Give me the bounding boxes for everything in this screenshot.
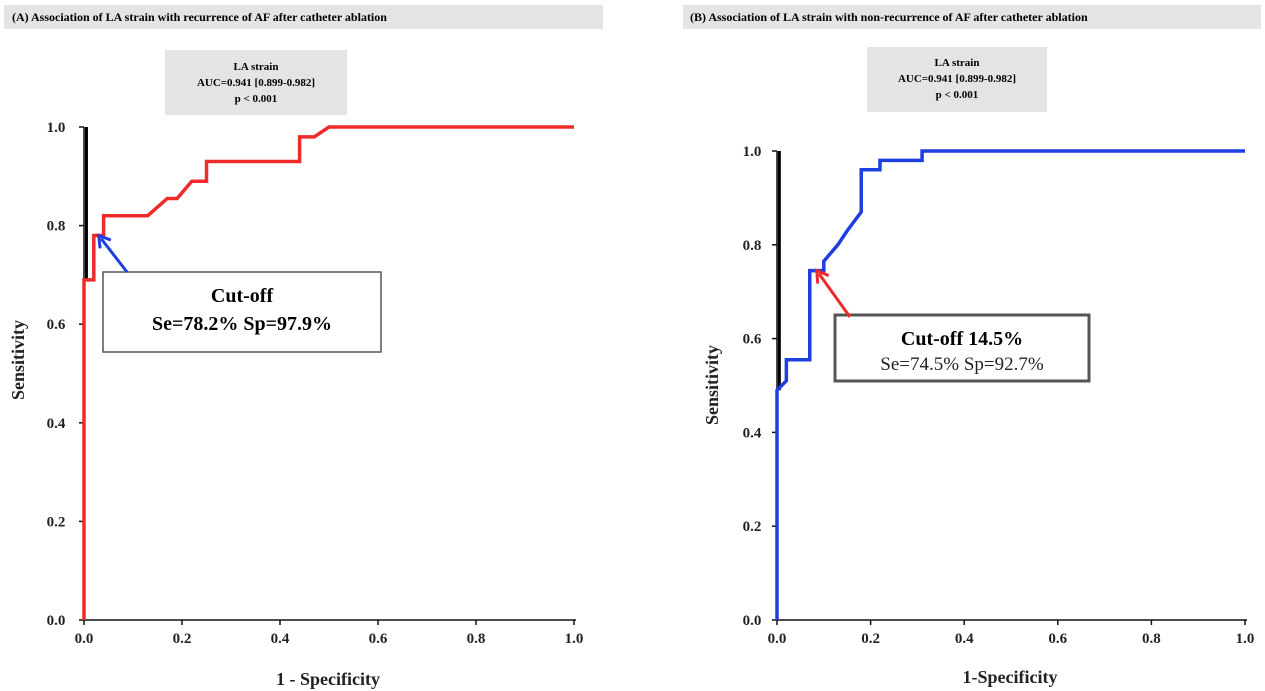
panel-a-arrow-shaft <box>99 237 129 273</box>
panel-b-y-tick-label: 0.4 <box>743 425 762 441</box>
panel-a-y-tick-label: 0.0 <box>47 613 66 629</box>
panel-b-y-tick-label: 0.6 <box>743 332 762 348</box>
panel-a-x-tick-label: 0.8 <box>467 631 486 647</box>
panel-a-y-tick-label: 0.8 <box>47 219 66 235</box>
panel-a-stat-auc: AUC=0.941 [0.899-0.982] <box>197 77 315 89</box>
panel-a-stat-p: p < 0.001 <box>235 93 278 105</box>
panel-a-arrow-head <box>96 233 112 249</box>
panel-b-y-tick-label: 0.2 <box>743 519 762 535</box>
panel-a-y-tick-label: 0.6 <box>47 317 66 333</box>
panel-b-title: (B) Association of LA strain with non-re… <box>690 10 1088 24</box>
panel-a-y-tick-label: 0.4 <box>47 416 66 432</box>
panel-b-xlabel: 1-Specificity <box>963 667 1058 687</box>
panel-a-cutoff-box <box>102 271 382 353</box>
panel-b: (B) Association of LA strain with non-re… <box>683 5 1261 687</box>
panel-b-arrow-shaft <box>817 272 852 318</box>
panel-a-ylabel: Sensitivity <box>8 320 28 400</box>
panel-b-y-tick-label: 1.0 <box>743 144 762 160</box>
panel-a-title-banner <box>4 5 603 29</box>
panel-a-cutoff-subtitle: Se=78.2% Sp=97.9% <box>152 313 332 335</box>
panel-a-y-tick-label: 0.2 <box>47 514 66 530</box>
panel-a-roc-curve <box>82 125 574 620</box>
panel-a-lines <box>82 125 574 620</box>
panel-b-roc-curve <box>775 149 1245 620</box>
panel-b-stat-auc: AUC=0.941 [0.899-0.982] <box>898 73 1016 85</box>
panel-a-x-tick-label: 0.6 <box>369 631 388 647</box>
panel-a-stats-box <box>165 50 347 115</box>
panel-b-cutoff-subtitle: Se=74.5% Sp=92.7% <box>880 354 1044 375</box>
panel-b-stat-p: p < 0.001 <box>936 89 979 101</box>
panel-a-cutoff-title: Cut-off <box>211 285 274 307</box>
panel-b-arrow-head <box>815 268 830 284</box>
panel-b-y-tick-label: 0.8 <box>743 238 762 254</box>
panel-b-x-tick-label: 1.0 <box>1236 631 1255 647</box>
panel-a-ticks: 0.0 0.2 0.4 0.6 0.8 1.0 0.0 0.2 0.4 0.6 0.8 1.0 <box>47 120 584 647</box>
panel-b-lines <box>775 149 1245 620</box>
panel-a-title: (A) Association of LA strain with recurr… <box>12 10 387 24</box>
panel-a-y-tick-label: 1.0 <box>47 120 66 136</box>
panel-b-axes <box>776 151 1247 621</box>
panel-b-x-tick-label: 0.0 <box>768 631 787 647</box>
panel-a-cutoff-arrow <box>96 233 129 273</box>
panel-b-stat-label: LA strain <box>935 57 980 69</box>
panel-b-y-tick-label: 0.0 <box>743 613 762 629</box>
panel-b-cutoff-title: Cut-off 14.5% <box>901 328 1023 350</box>
panel-b-ticks: 0.0 0.2 0.4 0.6 0.8 1.0 0.0 0.2 0.4 0.6 0.8 1.0 <box>743 144 1255 647</box>
panel-a: (A) Association of LA strain with recurr… <box>4 5 603 689</box>
panel-a-x-tick-label: 0.4 <box>271 631 290 647</box>
panel-b-ylabel: Sensitivity <box>702 345 722 425</box>
panel-b-title-banner <box>683 5 1261 29</box>
panel-a-x-tick-label: 0.2 <box>173 631 192 647</box>
panel-a-axes <box>83 127 576 621</box>
panel-a-x-tick-label: 1.0 <box>565 631 584 647</box>
panel-b-cutoff-arrow <box>815 268 852 318</box>
panel-b-cutoff-box <box>833 313 1091 383</box>
panel-a-xlabel: 1 - Specificity <box>276 669 380 689</box>
panel-a-x-tick-label: 0.0 <box>75 631 94 647</box>
panel-b-x-tick-label: 0.4 <box>955 631 974 647</box>
panel-b-x-tick-label: 0.8 <box>1142 631 1161 647</box>
panel-b-stats-box <box>867 47 1047 112</box>
panel-b-x-tick-label: 0.6 <box>1048 631 1067 647</box>
panel-b-x-tick-label: 0.2 <box>861 631 880 647</box>
panel-a-stat-label: LA strain <box>234 61 279 73</box>
